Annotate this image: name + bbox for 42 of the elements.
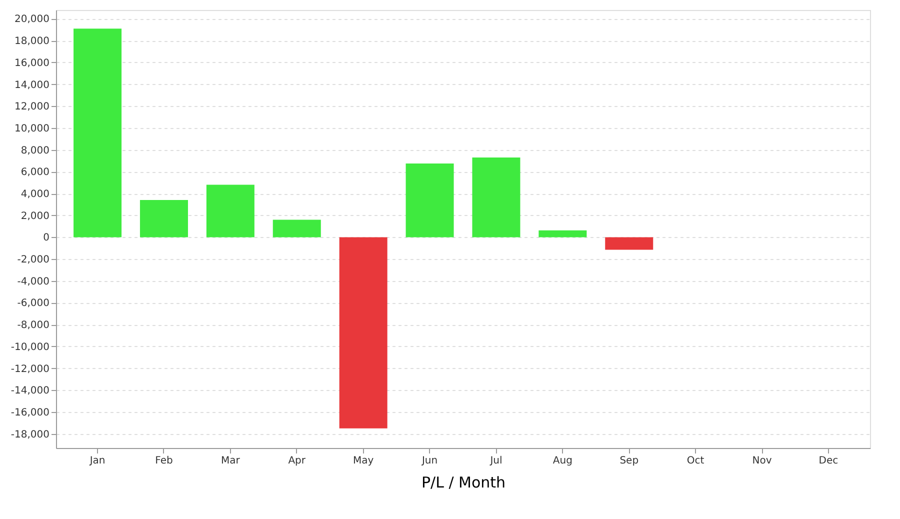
y-tick-label: 12,000 [14, 102, 50, 113]
x-tick-label: Sep [620, 456, 639, 466]
x-tick-label: Dec [818, 456, 838, 466]
x-tick-label: Jul [489, 456, 502, 466]
y-tick-label: -2,000 [17, 254, 50, 266]
x-tick-label: May [352, 456, 374, 466]
bar [472, 157, 520, 238]
y-tick-label: 4,000 [20, 189, 50, 200]
bar [538, 230, 587, 238]
x-axis-title: P/L / Month [421, 474, 506, 492]
bar [605, 237, 654, 250]
x-tick-label: Jun [420, 456, 438, 466]
x-tick-label: Aug [552, 456, 572, 466]
x-tick-label: Mar [220, 456, 241, 466]
y-tick-label: 18,000 [14, 36, 50, 48]
x-tick-label: Jan [88, 456, 106, 466]
y-tick-label: 10,000 [14, 123, 50, 134]
y-tick-label: -8,000 [17, 320, 50, 332]
x-tick-label: Feb [155, 456, 173, 466]
bar [140, 200, 188, 238]
x-tick-label: Apr [288, 456, 306, 466]
y-tick-label: -16,000 [10, 407, 50, 418]
y-tick-label: 2,000 [20, 210, 50, 222]
y-tick-label: 0 [43, 232, 50, 244]
y-tick-label: -6,000 [17, 298, 50, 310]
x-tick-label: Oct [686, 456, 704, 466]
bar [272, 220, 321, 238]
bar [406, 163, 454, 238]
y-tick-label: -14,000 [10, 386, 50, 397]
y-tick-label: -12,000 [10, 364, 50, 375]
y-tick-label: -4,000 [17, 276, 50, 288]
y-tick-label: -18,000 [10, 429, 50, 440]
y-tick-label: 14,000 [14, 80, 50, 91]
bar [206, 184, 254, 238]
y-tick-label: 16,000 [14, 58, 50, 69]
y-tick-label: 20,000 [14, 14, 50, 26]
y-tick-label: 8,000 [20, 145, 50, 156]
bar [74, 28, 122, 238]
y-tick-label: -10,000 [10, 342, 50, 353]
y-tick-label: 6,000 [20, 167, 50, 178]
x-tick-label: Nov [752, 456, 772, 466]
bar [339, 237, 388, 428]
